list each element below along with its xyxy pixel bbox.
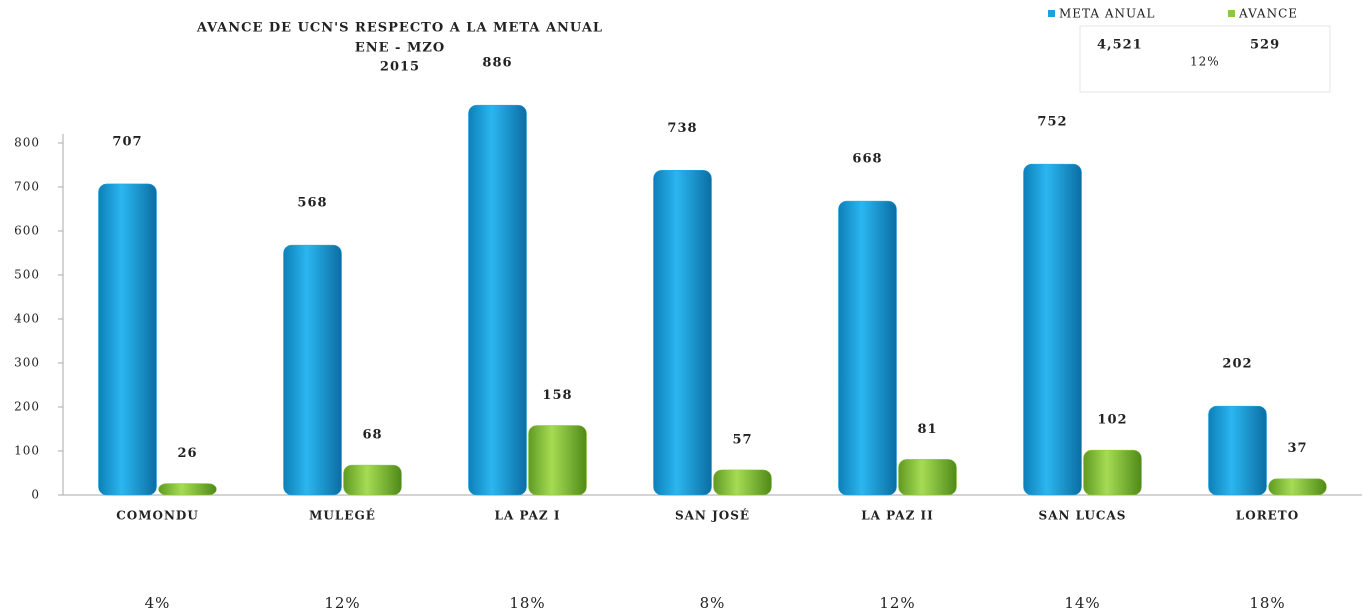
chart-year: 2015 bbox=[380, 60, 420, 75]
data-label: 752 bbox=[1037, 115, 1067, 130]
x-tick-label: LA PAZ I bbox=[495, 509, 561, 523]
data-label: 886 bbox=[482, 56, 512, 71]
y-tick-label: 200 bbox=[14, 400, 40, 414]
data-label: 707 bbox=[112, 134, 142, 149]
bar bbox=[653, 170, 712, 496]
summary-box bbox=[1079, 25, 1331, 93]
data-label: 26 bbox=[177, 446, 197, 461]
bar bbox=[158, 483, 217, 496]
bar bbox=[343, 464, 402, 496]
bar bbox=[713, 469, 772, 496]
data-label: 202 bbox=[1222, 357, 1252, 372]
summary-meta: 4,521 bbox=[1097, 38, 1143, 53]
x-tick-label: SAN JOSÉ bbox=[675, 508, 750, 523]
percent-label: 8% bbox=[700, 594, 726, 612]
bar bbox=[1208, 405, 1267, 496]
percent-label: 12% bbox=[324, 594, 360, 612]
y-tick-label: 100 bbox=[14, 444, 40, 458]
y-tick-label: 700 bbox=[14, 180, 40, 194]
legend-label: AVANCE bbox=[1238, 7, 1298, 21]
x-tick-label: LORETO bbox=[1236, 509, 1299, 523]
data-label: 37 bbox=[1287, 441, 1307, 456]
bar bbox=[898, 459, 957, 496]
summary-avance: 529 bbox=[1250, 38, 1280, 53]
percent-label: 4% bbox=[145, 594, 171, 612]
y-tick-label: 400 bbox=[14, 312, 40, 326]
percent-label: 18% bbox=[509, 594, 545, 612]
data-label: 158 bbox=[542, 388, 572, 403]
y-tick-label: 800 bbox=[14, 136, 40, 150]
y-tick-label: 500 bbox=[14, 268, 40, 282]
data-label: 68 bbox=[362, 428, 382, 443]
data-label: 102 bbox=[1097, 413, 1127, 428]
bar bbox=[283, 244, 342, 496]
legend-swatch bbox=[1228, 10, 1235, 17]
bar bbox=[528, 425, 587, 496]
data-label: 57 bbox=[732, 432, 752, 447]
x-tick-label: SAN LUCAS bbox=[1039, 509, 1127, 523]
y-tick-label: 0 bbox=[31, 488, 40, 502]
percent-label: 18% bbox=[1249, 594, 1285, 612]
x-tick-label: MULEGÉ bbox=[309, 508, 376, 523]
bar bbox=[1023, 163, 1082, 496]
data-label: 668 bbox=[852, 152, 882, 167]
data-label: 568 bbox=[297, 196, 327, 211]
bar bbox=[1268, 478, 1327, 496]
x-tick-label: COMONDU bbox=[116, 509, 199, 523]
legend-label: META ANUAL bbox=[1059, 7, 1155, 21]
bar bbox=[98, 183, 157, 496]
x-tick-label: LA PAZ II bbox=[861, 509, 934, 523]
data-label: 81 bbox=[917, 422, 937, 437]
y-tick-label: 600 bbox=[14, 224, 40, 238]
summary-percent: 12% bbox=[1190, 55, 1220, 69]
bar bbox=[838, 200, 897, 496]
bar bbox=[468, 104, 527, 496]
percent-label: 12% bbox=[879, 594, 915, 612]
chart-title: AVANCE DE UCN'S RESPECTO A LA META ANUAL bbox=[196, 21, 603, 36]
legend-swatch bbox=[1048, 10, 1055, 17]
bar bbox=[1083, 449, 1142, 496]
data-label: 738 bbox=[667, 121, 697, 136]
y-tick-label: 300 bbox=[14, 356, 40, 370]
chart-subtitle: ENE - MZO bbox=[355, 41, 445, 56]
percent-label: 14% bbox=[1064, 594, 1100, 612]
